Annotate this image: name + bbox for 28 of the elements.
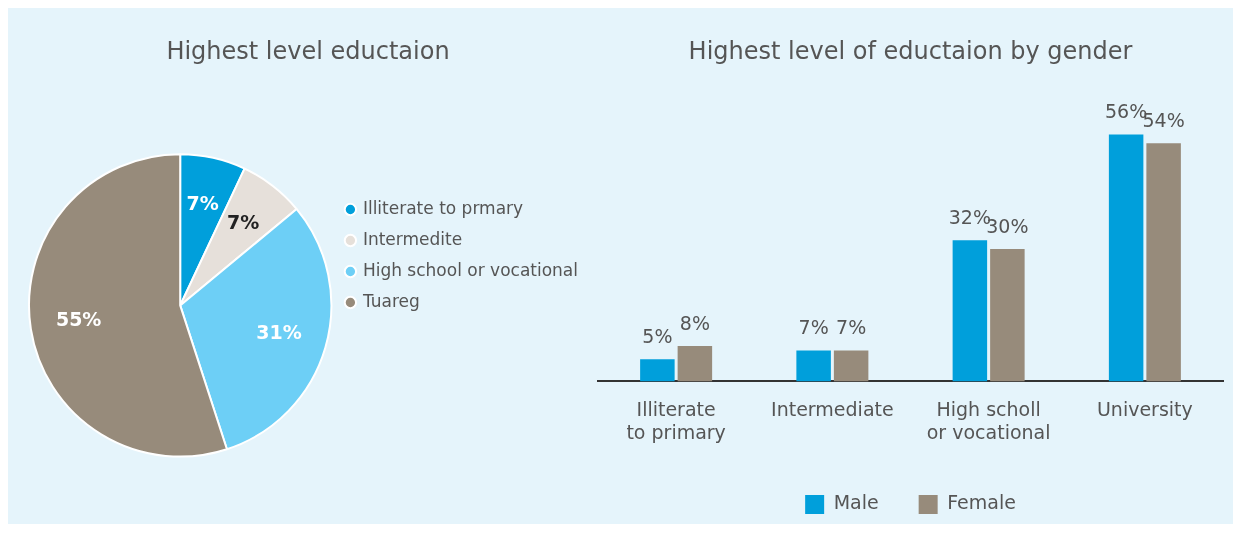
legend-label: Intermedite — [362, 228, 463, 249]
data-label: 7% — [836, 315, 867, 338]
bar — [952, 240, 988, 382]
x-tick-label: Illiterate to primary — [626, 397, 726, 443]
bar — [796, 350, 831, 382]
legend-label: High school or vocational — [362, 259, 578, 280]
x-tick-label: University — [1096, 397, 1193, 420]
legend-label: Female — [947, 491, 1016, 514]
x-tick-label: High scholl or vocational — [926, 397, 1051, 443]
data-label: 8% — [679, 311, 710, 334]
bar — [677, 346, 713, 382]
data-label: 5% — [642, 324, 673, 347]
data-label: 7% — [227, 211, 260, 234]
bar — [1108, 134, 1144, 382]
bar — [990, 249, 1025, 382]
bar — [640, 359, 675, 382]
legend-label: Tuareg — [361, 290, 420, 311]
data-label: 55% — [55, 308, 102, 331]
data-label: 7% — [186, 192, 219, 214]
chart-title: Highest level eductaion — [166, 36, 450, 65]
data-label: 31% — [256, 321, 302, 344]
legend-label: Male — [833, 491, 879, 514]
bar — [1146, 143, 1181, 382]
bar — [833, 350, 869, 382]
chart-title: Highest level of eductaion by gender — [688, 36, 1133, 65]
x-tick-label: Intermediate — [771, 397, 894, 420]
data-label: 7% — [798, 315, 829, 338]
legend-label: Illiterate to prmary — [362, 197, 524, 218]
